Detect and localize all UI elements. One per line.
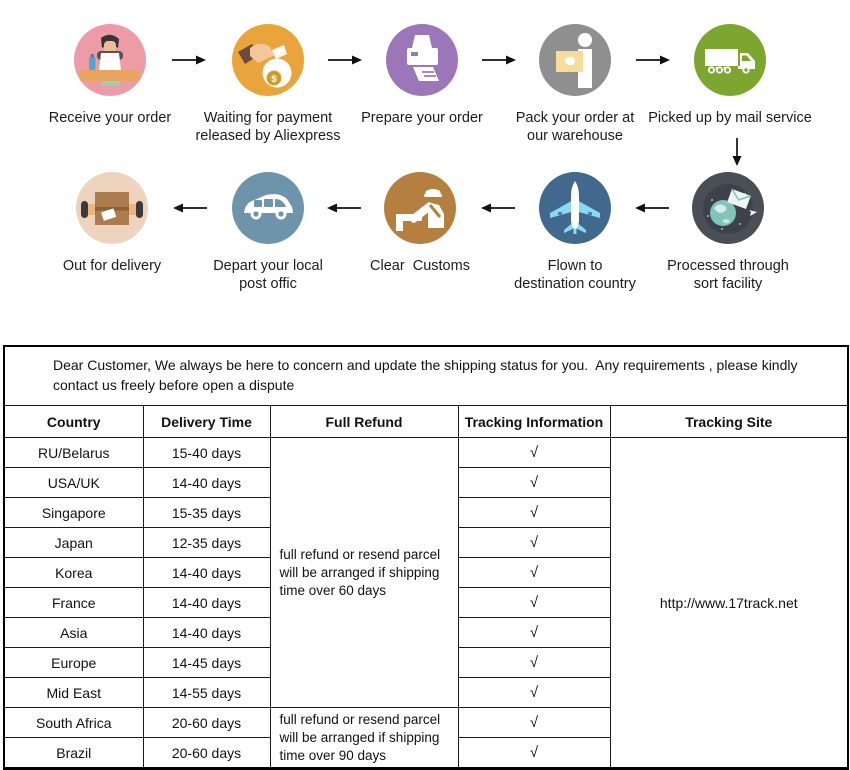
notice-row: Dear Customer, We always be here to conc… bbox=[3, 345, 849, 406]
column-header-full-refund: Full Refund bbox=[269, 405, 459, 438]
arrow-left-icon bbox=[327, 202, 361, 214]
tracking-check-cell: √ bbox=[457, 647, 611, 678]
step-label: Depart your local post offic bbox=[213, 258, 323, 292]
arrow-right-icon bbox=[482, 54, 516, 66]
delivery-time-cell: 14-55 days bbox=[142, 677, 271, 708]
arrow-right-icon bbox=[172, 54, 206, 66]
globe-mail-icon bbox=[692, 172, 764, 244]
country-cell: Asia bbox=[3, 617, 144, 648]
delivery-time-cell: 14-40 days bbox=[142, 467, 271, 498]
delivery-time-cell: 12-35 days bbox=[142, 527, 271, 558]
airplane-icon bbox=[539, 172, 611, 244]
arrow-right-icon bbox=[328, 54, 362, 66]
payment-moneybag-icon: $ bbox=[232, 24, 304, 96]
mail-truck-icon bbox=[694, 24, 766, 96]
arrow-right-icon bbox=[636, 54, 670, 66]
tracking-check-cell: √ bbox=[457, 587, 611, 618]
tracking-check-cell: √ bbox=[457, 617, 611, 648]
step-label: Out for delivery bbox=[62, 258, 162, 274]
delivery-time-cell: 14-45 days bbox=[142, 647, 271, 678]
process-step-mail-pickup: Picked up by mail service bbox=[630, 24, 830, 127]
tracking-check-cell: √ bbox=[457, 707, 611, 738]
process-step-out-for-delivery: Out for delivery bbox=[12, 172, 212, 275]
table-row: Japan 12-35 days √ bbox=[3, 527, 848, 558]
delivery-time-cell: 14-40 days bbox=[142, 557, 271, 588]
delivery-time-cell: 14-40 days bbox=[142, 587, 271, 618]
tracking-check-cell: √ bbox=[457, 677, 611, 708]
country-cell: South Africa bbox=[3, 707, 144, 738]
delivery-package-icon bbox=[76, 172, 148, 244]
process-step-flown-destination: Flown to destination country bbox=[475, 172, 675, 293]
refund-policy-cell: full refund or resend parcel will be arra… bbox=[269, 437, 459, 708]
country-cell: Brazil bbox=[3, 737, 144, 769]
step-label: Waiting for payment released by Aliexpres… bbox=[195, 110, 341, 144]
country-cell: Mid East bbox=[3, 677, 144, 708]
arrow-left-icon bbox=[173, 202, 207, 214]
header-row: Country Delivery Time Full Refund Tracki… bbox=[3, 405, 849, 438]
shipping-infographic: { "process": { "row1": [ {"name": "recei… bbox=[3, 24, 850, 770]
step-label: Prepare your order bbox=[361, 110, 483, 126]
shipping-table: Dear Customer, We always be here to conc… bbox=[3, 345, 850, 770]
delivery-time-cell: 14-40 days bbox=[142, 617, 271, 648]
country-cell: RU/Belarus bbox=[3, 437, 144, 468]
tracking-check-cell: √ bbox=[457, 527, 611, 558]
table-row: Korea 14-40 days √ bbox=[3, 557, 848, 588]
step-label: Picked up by mail service bbox=[648, 110, 812, 126]
arrow-down-icon bbox=[731, 138, 743, 166]
customer-notice: Dear Customer, We always be here to conc… bbox=[3, 345, 849, 406]
country-cell: France bbox=[3, 587, 144, 618]
tracking-check-cell: √ bbox=[457, 437, 611, 468]
process-step-waiting-payment: $ Waiting for payment released by Aliexpr… bbox=[168, 24, 368, 145]
table-row: Asia 14-40 days √ bbox=[3, 617, 848, 648]
column-header-tracking-site: Tracking Site bbox=[609, 405, 849, 438]
process-step-pack-warehouse: Pack your order at our warehouse bbox=[475, 24, 675, 145]
country-cell: USA/UK bbox=[3, 467, 144, 498]
receive-order-icon bbox=[74, 24, 146, 96]
shipping-table-body: RU/Belarus 15-40 days full refund or resen… bbox=[3, 437, 849, 769]
step-label: Processed through sort facility bbox=[667, 258, 789, 292]
delivery-time-cell: 20-60 days bbox=[142, 737, 271, 769]
tracking-check-cell: √ bbox=[457, 497, 611, 528]
tracking-check-cell: √ bbox=[457, 557, 611, 588]
step-label: Pack your order at our warehouse bbox=[515, 110, 635, 144]
country-cell: Singapore bbox=[3, 497, 144, 528]
process-step-receive-order: Receive your order bbox=[10, 24, 210, 127]
delivery-time-cell: 15-40 days bbox=[142, 437, 271, 468]
svg-text:$: $ bbox=[271, 74, 276, 84]
step-label: Clear Customs bbox=[370, 258, 470, 274]
process-step-sort-facility: Processed through sort facility bbox=[628, 172, 828, 293]
column-header-delivery-time: Delivery Time bbox=[142, 405, 271, 438]
delivery-time-cell: 15-35 days bbox=[142, 497, 271, 528]
step-label: Receive your order bbox=[48, 110, 172, 126]
arrow-left-icon bbox=[481, 202, 515, 214]
arrow-left-icon bbox=[635, 202, 669, 214]
country-cell: Japan bbox=[3, 527, 144, 558]
tracking-check-cell: √ bbox=[457, 737, 611, 769]
country-cell: Europe bbox=[3, 647, 144, 678]
country-cell: Korea bbox=[3, 557, 144, 588]
table-row: Europe 14-45 days √ bbox=[3, 647, 848, 678]
table-row: USA/UK 14-40 days √ bbox=[3, 467, 848, 498]
delivery-time-cell: 20-60 days bbox=[142, 707, 271, 738]
table-row: RU/Belarus 15-40 days full refund or resen… bbox=[3, 437, 849, 769]
column-header-country: Country bbox=[3, 405, 144, 438]
tracking-check-cell: √ bbox=[457, 467, 611, 498]
post-van-icon bbox=[232, 172, 304, 244]
tracking-site-cell: http://www.17track.net bbox=[609, 437, 849, 769]
printer-icon bbox=[386, 24, 458, 96]
process-step-depart-post-office: Depart your local post offic bbox=[168, 172, 368, 293]
column-header-tracking-information: Tracking Information bbox=[457, 405, 611, 438]
process-step-prepare-order: Prepare your order bbox=[322, 24, 522, 127]
step-label: Flown to destination country bbox=[514, 258, 636, 292]
process-step-clear-customs: Clear Customs bbox=[320, 172, 520, 275]
pack-order-icon bbox=[539, 24, 611, 96]
table-row: France 14-40 days √ bbox=[3, 587, 848, 618]
refund-policy-cell: full refund or resend parcel will be arra… bbox=[269, 707, 459, 769]
customs-officer-icon bbox=[384, 172, 456, 244]
